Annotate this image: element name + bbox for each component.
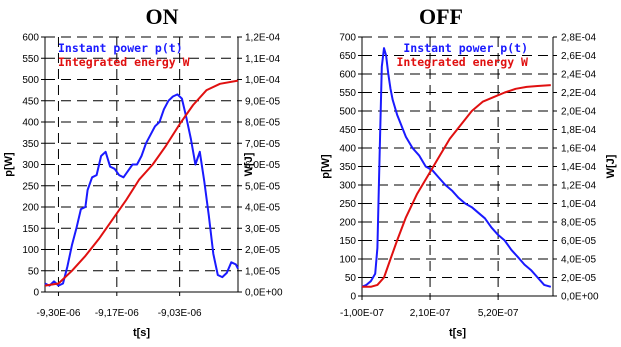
off-xtick-label: 5,20E-07 [478,308,519,319]
off-y2tick-label: 2,2E-04 [561,88,596,99]
on-ytick-label: 300 [22,160,39,171]
off-y2tick-label: 2,8E-04 [561,33,596,44]
on-xtick-label: -9,17E-06 [95,308,139,319]
on-ylabel: p[W] [3,152,15,177]
on-y2tick-label: 5,0E-05 [245,181,280,192]
off-y2tick-label: 8,0E-05 [561,218,596,229]
off-y2tick-label: 2,0E-04 [561,107,596,118]
off-ytick-label: 400 [339,144,356,155]
off-ytick-label: 150 [339,236,356,247]
on-y2tick-label: 0,0E+00 [245,288,283,299]
on-ytick-label: 250 [22,181,39,192]
off-xtick-label: 2,10E-07 [410,308,451,319]
on-ytick-label: 150 [22,224,39,235]
off-ytick-label: 0 [350,292,356,303]
off-y2tick-label: 6,0E-05 [561,236,596,247]
on-y2tick-label: 4,0E-05 [245,203,280,214]
off-y2label: W[J] [605,154,617,178]
on-ytick-label: 50 [28,266,40,277]
off-ytick-label: 650 [339,51,356,62]
off-y2tick-label: 2,4E-04 [561,70,596,81]
off-y2tick-label: 0,0E+00 [561,292,599,303]
on-y2tick-label: 1,0E-05 [245,266,280,277]
on-ytick-label: 100 [22,245,39,256]
off-ytick-label: 200 [339,218,356,229]
on-ytick-label: 600 [22,33,39,44]
on-y2tick-label: 8,0E-05 [245,118,280,129]
on-energy-series-line [44,79,239,287]
off-ytick-label: 700 [339,33,356,44]
off-xlabel: t[s] [449,327,466,339]
off-y2tick-label: 1,6E-04 [561,144,596,155]
off-ylabel: p[W] [320,154,332,179]
on-ytick-label: 550 [22,54,39,65]
on-power-series-line [44,93,239,287]
off-ytick-label: 100 [339,255,356,266]
on-y2tick-label: 1,1E-04 [245,54,280,65]
off-legend-energy: Integrated energy W [396,55,528,69]
on-y2tick-label: 6,0E-05 [245,160,280,171]
on-legend-energy: Integrated energy W [58,55,190,69]
on-y2label: W[J] [243,152,255,176]
on-y2tick-label: 1,2E-04 [245,33,280,44]
off-ytick-label: 500 [339,107,356,118]
on-chart-title: ON [146,4,179,29]
on-legend-power: Instant power p(t) [58,41,183,55]
off-y2tick-label: 1,0E-04 [561,199,596,210]
off-ytick-label: 450 [339,125,356,136]
off-power-series-line [361,47,552,288]
off-xtick-label: -1,00E-07 [340,308,384,319]
off-ytick-label: 50 [345,273,357,284]
on-y2tick-label: 3,0E-05 [245,224,280,235]
on-y2tick-label: 7,0E-05 [245,139,280,150]
on-xtick-label: -9,30E-06 [37,308,81,319]
on-xlabel: t[s] [133,327,150,339]
on-ytick-label: 350 [22,139,39,150]
on-ytick-label: 400 [22,118,39,129]
off-y2tick-label: 4,0E-05 [561,255,596,266]
off-ytick-label: 350 [339,162,356,173]
on-ytick-label: 200 [22,203,39,214]
on-y2tick-label: 1,0E-04 [245,75,280,86]
off-legend-power: Instant power p(t) [403,41,528,55]
off-ytick-label: 550 [339,88,356,99]
on-ytick-label: 500 [22,75,39,86]
off-ytick-label: 250 [339,199,356,210]
off-y2tick-label: 2,6E-04 [561,51,596,62]
off-y2tick-label: 1,4E-04 [561,162,596,173]
off-ytick-label: 600 [339,70,356,81]
off-y2tick-label: 1,2E-04 [561,181,596,192]
off-ytick-label: 300 [339,181,356,192]
off-y2tick-label: 2,0E-05 [561,273,596,284]
off-y2tick-label: 1,8E-04 [561,125,596,136]
off-chart-title: OFF [419,4,463,29]
on-xtick-label: -9,03E-06 [158,308,202,319]
on-y2tick-label: 2,0E-05 [245,245,280,256]
on-y2tick-label: 9,0E-05 [245,96,280,107]
on-ytick-label: 450 [22,96,39,107]
on-ytick-label: 0 [33,288,39,299]
off-energy-series-line [362,84,551,288]
